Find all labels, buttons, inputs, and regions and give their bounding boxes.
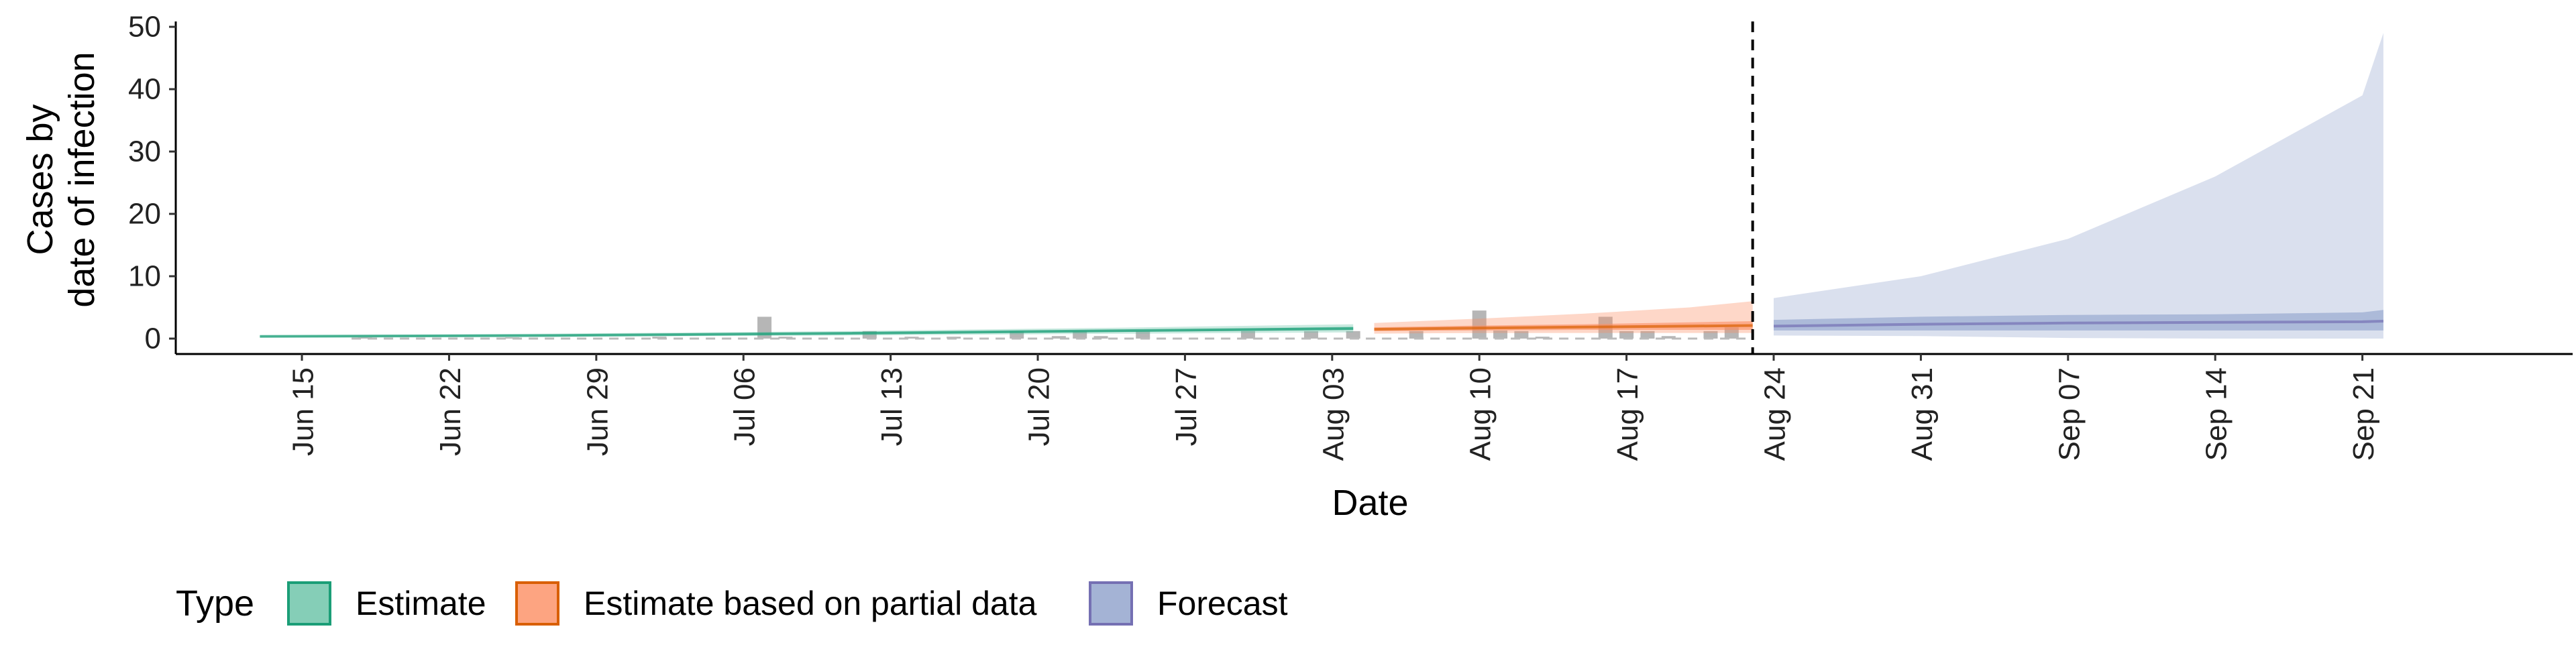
y-tick-label: 20 (128, 198, 161, 231)
observed-case-bar (1535, 337, 1550, 339)
estimate-median-line (260, 327, 1354, 338)
observed-case-bar (1724, 327, 1739, 339)
forecast-ribbon-90 (1774, 33, 2383, 339)
observed-case-bar (1493, 330, 1508, 339)
x-tick-label: Aug 31 (1906, 367, 1939, 461)
x-axis-title: Date (1332, 483, 1408, 523)
legend-title: Type (176, 583, 254, 624)
x-tick-label: Aug 03 (1317, 367, 1350, 461)
x-tick-label: Jun 29 (581, 367, 614, 456)
observed-case-bar (1346, 331, 1360, 339)
legend-label-estimate: Estimate (356, 585, 486, 622)
axes: 0 10 20 30 40 50 Jun 15 Jun 22 Jun 29 Jul 06 Jul 1… (128, 11, 2573, 461)
observed-case-bar (1640, 331, 1655, 339)
x-tick-label: Jul 06 (729, 367, 761, 446)
x-tick-label: Jul 13 (875, 367, 908, 446)
observed-case-bar (862, 331, 877, 339)
estimate-based-on-partial-data-median-line (1374, 324, 1753, 331)
x-tick-label: Jul 20 (1023, 367, 1056, 446)
legend: Type Estimate Estimate based on partial da… (176, 581, 1288, 626)
y-tick-label: 30 (128, 135, 161, 168)
observed-case-bar (1010, 331, 1024, 339)
observed-case-bar (904, 337, 919, 339)
x-tick-label: Jul 27 (1170, 367, 1203, 446)
legend-label-forecast: Forecast (1157, 585, 1288, 622)
observed-case-bar (504, 337, 519, 339)
legend-key-estimate (287, 581, 331, 626)
observed-case-bar (1514, 331, 1529, 339)
x-tick-label: Jun 22 (434, 367, 467, 456)
y-axis-title-line: date of infection (62, 52, 102, 307)
observed-case-bar (1472, 310, 1487, 339)
observed-case-bar (1073, 331, 1087, 339)
observed-case-bar (1136, 331, 1150, 339)
observed-case-bar (1703, 331, 1718, 339)
legend-label-estimate-based-on-partial-data: Estimate based on partial data (584, 585, 1037, 622)
observed-case-bar (1093, 336, 1108, 339)
y-axis-title-line: Cases by (20, 104, 60, 255)
y-tick-label: 10 (128, 260, 161, 293)
x-tick-label: Aug 10 (1464, 367, 1497, 461)
observed-case-bar (1240, 331, 1255, 339)
observed-case-bar (358, 337, 372, 339)
x-tick-label: Aug 17 (1611, 367, 1644, 461)
y-tick-label: 40 (128, 73, 161, 106)
x-tick-label: Sep 14 (2200, 367, 2233, 461)
y-tick-label: 0 (145, 322, 161, 355)
observed-case-bar (1619, 331, 1634, 339)
forecast-median-line (1773, 320, 2383, 328)
observed-case-bar (778, 337, 793, 339)
x-tick-label: Sep 21 (2347, 367, 2380, 461)
x-tick-label: Jun 15 (287, 367, 320, 456)
y-tick-label: 50 (128, 11, 161, 44)
observed-case-bar (1409, 331, 1424, 339)
chart-marks (260, 21, 2383, 354)
x-tick-label: Sep 07 (2053, 367, 2086, 461)
observed-case-bar (1661, 336, 1676, 339)
estimate-ribbon-90 (260, 324, 1354, 338)
y-axis-title: Cases bydate of infection (20, 52, 102, 307)
observed-case-bar (1051, 336, 1066, 339)
x-tick-label: Aug 24 (1759, 367, 1792, 461)
axis-labels: Date Cases bydate of infection (20, 52, 1409, 523)
legend-key-forecast (1089, 581, 1133, 626)
observed-case-bar (1303, 331, 1318, 339)
legend-key-estimate-based-on-partial-data (515, 581, 559, 626)
